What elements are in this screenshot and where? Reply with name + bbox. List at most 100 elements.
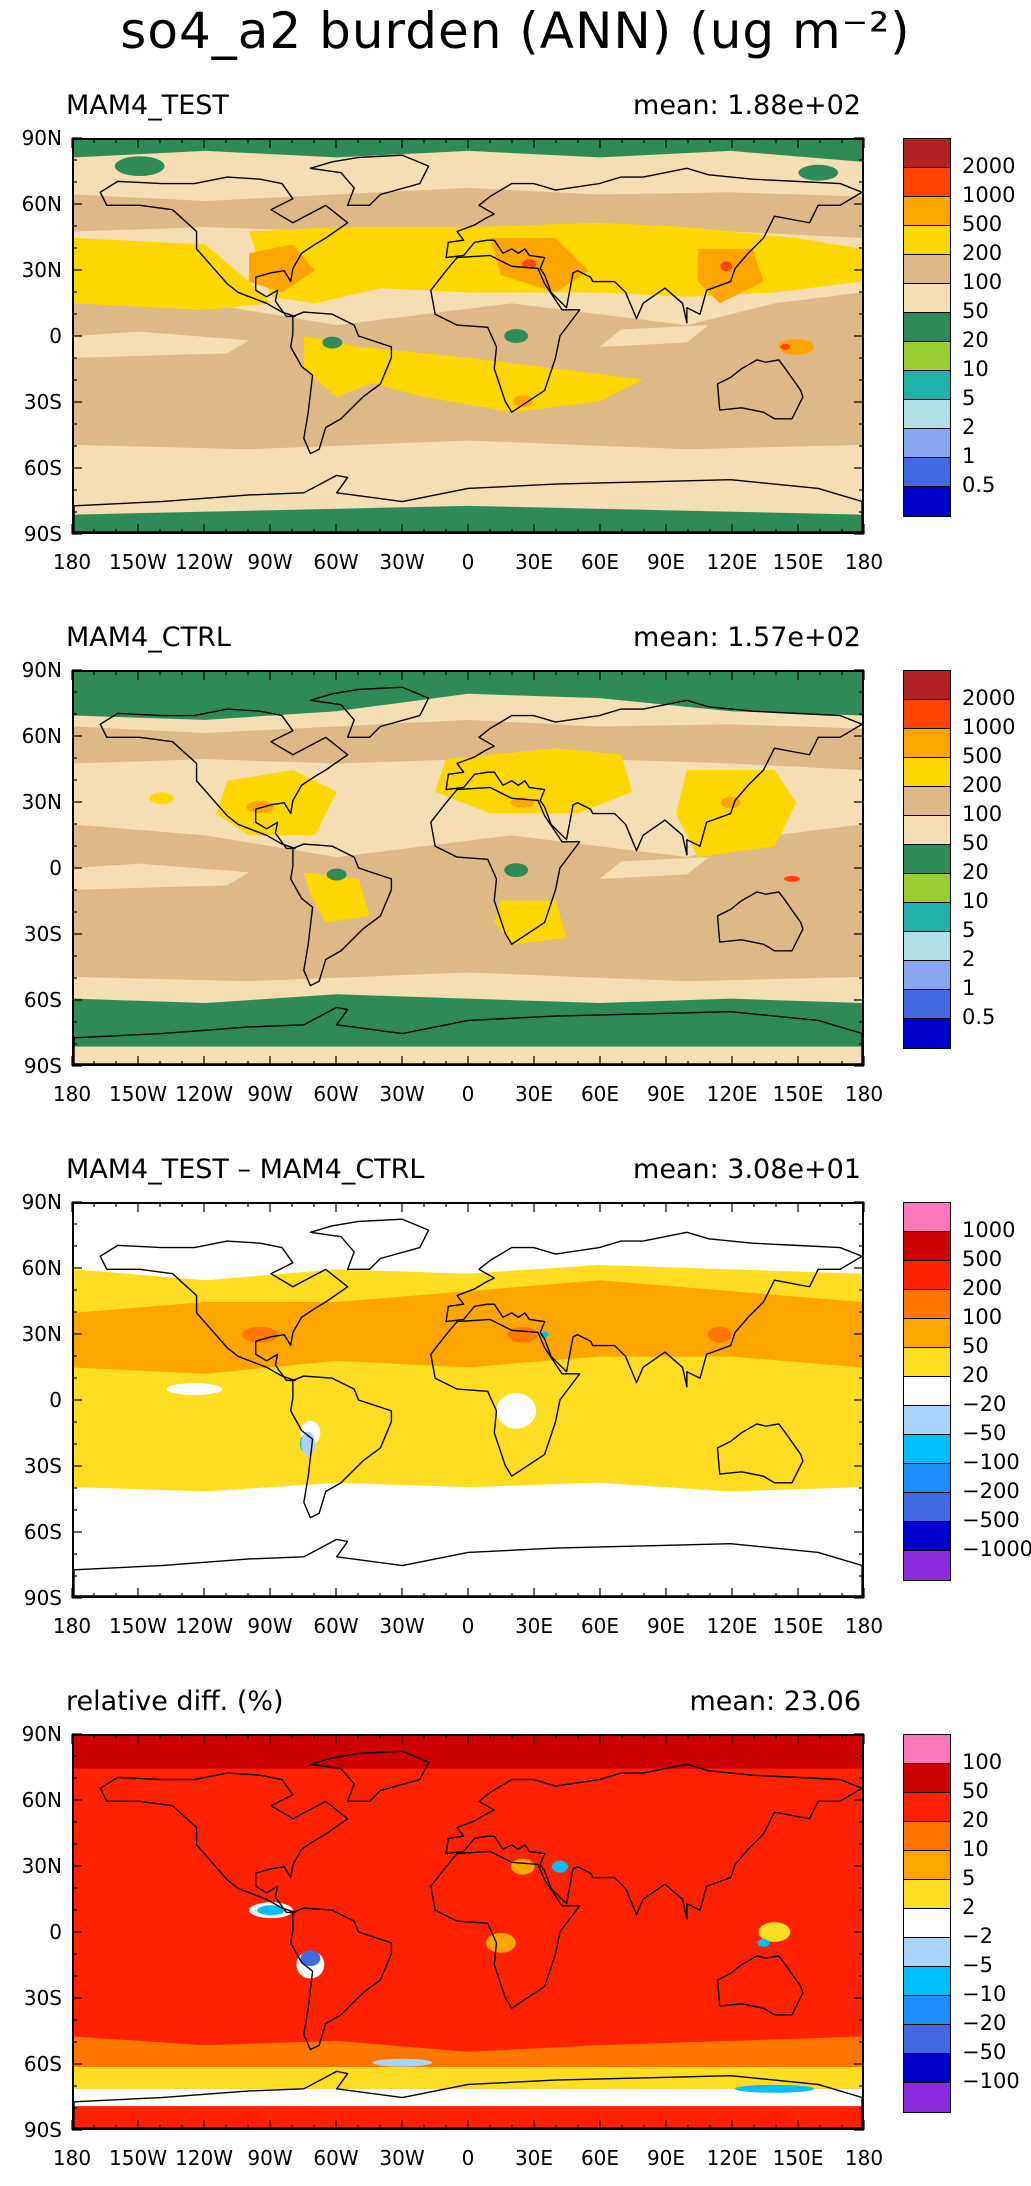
colorbar-box — [904, 816, 950, 845]
lon-label: 0 — [461, 2146, 475, 2170]
coastline-south-america — [290, 843, 393, 987]
field-orange-af — [485, 1932, 516, 1953]
field-white-south — [74, 1526, 862, 1596]
field-100-200-north — [74, 187, 862, 238]
coastline-eurasia — [445, 167, 862, 324]
lon-label: 60E — [580, 1614, 620, 1638]
colorbar-box — [904, 1435, 950, 1464]
colorbar-box — [904, 845, 950, 874]
colorbar-label: −20 — [962, 1392, 1007, 1416]
colorbar-label: 500 — [962, 744, 1003, 768]
field-200-500-pac — [149, 792, 174, 805]
colorbar-box — [904, 1967, 950, 1996]
colorbar-box — [904, 990, 950, 1019]
lat-label: 0 — [49, 856, 62, 880]
lat-label: 90N — [21, 1190, 62, 1214]
colorbar-label: 2000 — [962, 686, 1016, 710]
field-yellow-mc — [758, 1922, 791, 1942]
field-20-50-arctic — [74, 140, 862, 162]
coastline-greenland — [309, 154, 430, 207]
axis-ticks — [71, 1733, 865, 2131]
axis-ticks — [71, 1201, 865, 1599]
colorbar-label: 500 — [962, 212, 1003, 236]
lon-label: 180 — [844, 1614, 884, 1638]
colorbar-label: −2 — [962, 1924, 993, 1948]
lon-label: 60E — [580, 1082, 620, 1106]
field-20-50-amazon — [322, 336, 343, 349]
field-500-1000-us — [249, 244, 315, 293]
coastline-antarctica — [74, 1006, 862, 1064]
field-200-500-npac — [74, 238, 271, 310]
lon-label: 0 — [461, 1614, 475, 1638]
colorbar-box — [904, 1764, 950, 1793]
panel-title: MAM4_TEST — [66, 90, 229, 121]
colorbar-label: 200 — [962, 241, 1003, 265]
lat-label: 60S — [23, 1520, 62, 1544]
colorbar-box — [904, 458, 950, 487]
colorbar-label: 2000 — [962, 154, 1016, 178]
colorbar-label: 500 — [962, 1247, 1003, 1271]
lon-label: 0 — [461, 1082, 475, 1106]
colorbar-box — [904, 1551, 950, 1580]
lon-label: 150E — [772, 1614, 824, 1638]
field-200-500-ea — [675, 770, 797, 858]
lon-label: 120E — [706, 1614, 758, 1638]
colorbar-box — [904, 1232, 950, 1261]
colorbar-label: 50 — [962, 1779, 989, 1803]
colorbar-box — [904, 139, 950, 168]
map-svg — [74, 672, 862, 1064]
lon-label: 150W — [109, 1614, 167, 1638]
field-blue-sam — [300, 1950, 321, 1967]
lon-label: 120E — [706, 2146, 758, 2170]
colorbar-box — [904, 371, 950, 400]
coastline-south-america — [290, 1375, 393, 1519]
lon-label: 30W — [379, 1082, 425, 1106]
colorbar-box — [904, 1377, 950, 1406]
lat-label: 60N — [21, 724, 62, 748]
field-50-100-io — [599, 857, 709, 879]
lon-label: 90W — [247, 1614, 293, 1638]
lat-label: 90S — [23, 1586, 62, 1610]
colorbar-label: 1000 — [962, 183, 1016, 207]
panel-mean: mean: 1.57e+02 — [633, 622, 861, 653]
field-50-100-io — [599, 325, 709, 347]
lon-label: 180 — [52, 2146, 92, 2170]
colorbar-box — [904, 1996, 950, 2025]
lon-label: 30W — [379, 1614, 425, 1638]
lon-label: 0 — [461, 550, 475, 574]
colorbar-box — [904, 1203, 950, 1232]
coastline-south-america — [290, 1907, 393, 2051]
field-200-500-sa — [303, 872, 370, 923]
field-200-500-satl — [358, 346, 644, 413]
lon-label: 30E — [514, 1082, 554, 1106]
colorbar-box — [904, 429, 950, 458]
colorbar — [903, 670, 951, 1049]
lon-label: 150E — [772, 2146, 824, 2170]
lat-label: 30N — [21, 790, 62, 814]
lon-label: 150W — [109, 1082, 167, 1106]
field-100-200-china — [707, 1326, 732, 1343]
panel-mean: mean: 3.08e+01 — [633, 1154, 861, 1185]
colorbar-box — [904, 1019, 950, 1048]
field-200-500-samer — [303, 336, 381, 397]
lat-label: 30S — [23, 922, 62, 946]
colorbar-box — [904, 1851, 950, 1880]
field-20-50-congo — [504, 329, 529, 343]
lon-label: 120W — [175, 550, 233, 574]
field-20-50-arctic — [74, 672, 862, 720]
field-100-200-north — [74, 719, 862, 770]
panel-ctrl: MAM4_CTRL mean: 1.57e+02 90N 60N 30N 0 30S 60… — [0, 622, 1031, 1122]
colorbar-label: 20 — [962, 1808, 989, 1832]
panel-mean: mean: 1.88e+02 — [633, 90, 861, 121]
coastline-north-america — [99, 1240, 349, 1382]
colorbar-box — [904, 2054, 950, 2083]
panel-title: relative diff. (%) — [66, 1686, 284, 1717]
colorbar-label: −50 — [962, 1421, 1007, 1445]
colorbar-box — [904, 2025, 950, 2054]
lat-label: 90S — [23, 1054, 62, 1078]
colorbar-box — [904, 1261, 950, 1290]
colorbar-box — [904, 874, 950, 903]
colorbar-box — [904, 400, 950, 429]
colorbar-box — [904, 2083, 950, 2112]
lon-label: 120W — [175, 2146, 233, 2170]
